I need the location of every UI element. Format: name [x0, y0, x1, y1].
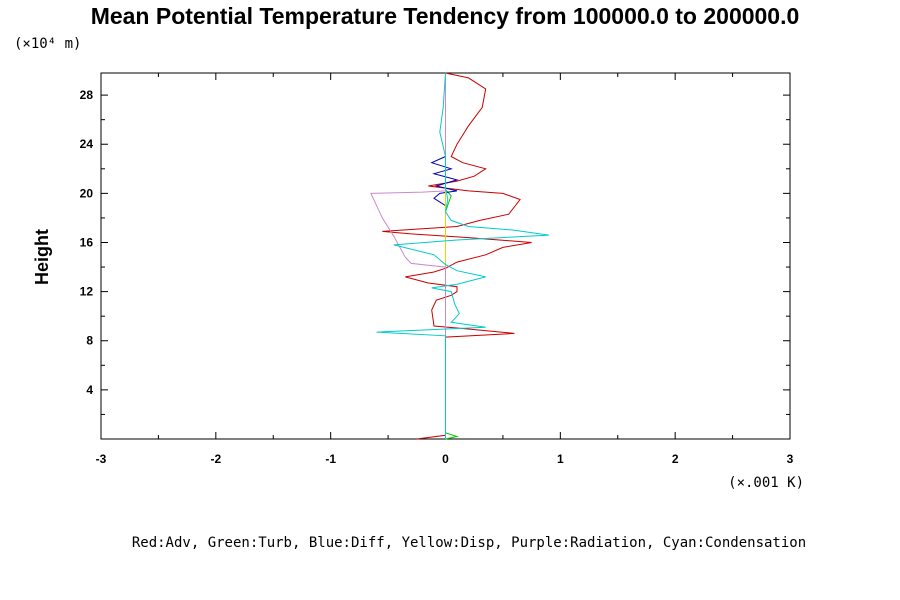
x-tick-label: 2	[672, 452, 679, 466]
series-line-adv	[382, 72, 532, 440]
x-tick-label: -3	[96, 452, 107, 466]
y-tick-label: 20	[80, 186, 94, 200]
y-tick-label: 28	[80, 88, 94, 102]
x-unit-label: (×.001 K)	[728, 475, 804, 491]
series-line-diff	[430, 73, 459, 439]
series-line-radiation	[370, 73, 446, 439]
x-tick-label: 0	[442, 452, 449, 466]
legend-text: Red:Adv, Green:Turb, Blue:Diff, Yellow:D…	[132, 535, 806, 551]
y-tick-label: 24	[80, 137, 94, 151]
x-tick-label: -2	[210, 452, 221, 466]
y-tick-label: 8	[86, 334, 93, 348]
series-line-turb	[445, 73, 459, 440]
x-tick-label: 1	[557, 452, 564, 466]
y-tick-label: 4	[86, 383, 93, 397]
series-lines	[370, 72, 549, 440]
y-unit-label: (×10⁴ m)	[14, 36, 81, 52]
series-line-condensation	[376, 72, 549, 439]
y-axis-label: Height	[32, 229, 52, 285]
chart-title: Mean Potential Temperature Tendency from…	[91, 3, 800, 29]
y-tick-label: 12	[80, 285, 94, 299]
y-tick-label: 16	[80, 235, 94, 249]
x-tick-label: -1	[325, 452, 336, 466]
x-tick-label: 3	[787, 452, 794, 466]
